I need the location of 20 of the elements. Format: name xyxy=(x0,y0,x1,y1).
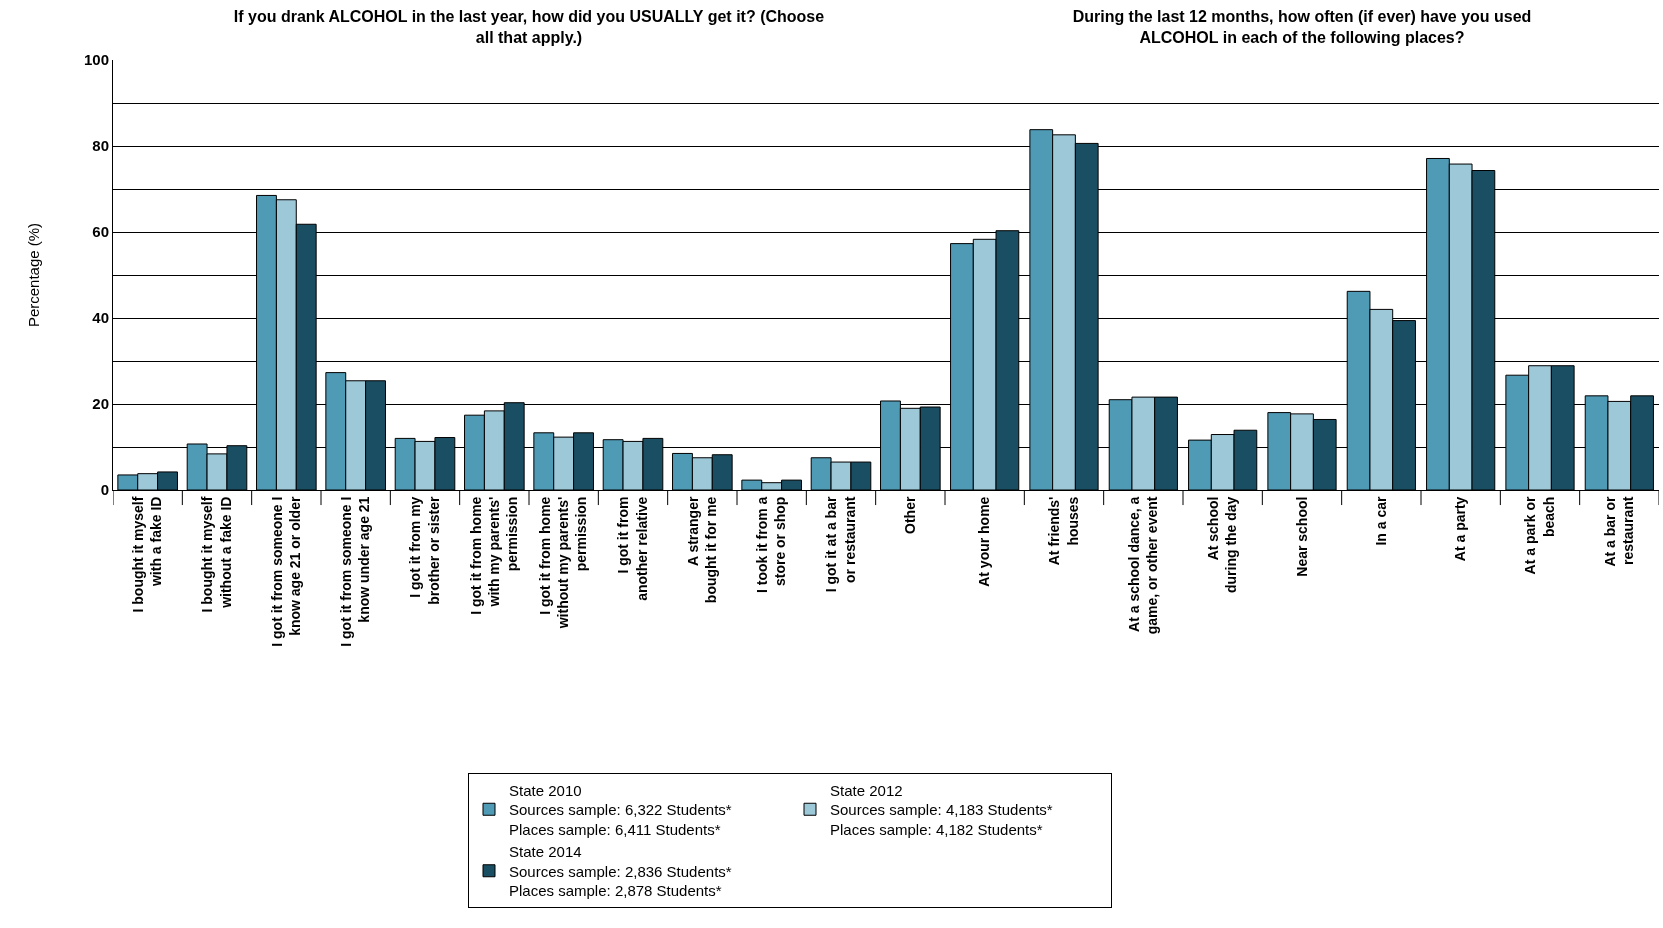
y-tick-label: 20 xyxy=(92,395,109,413)
x-tick-label: At friends' houses xyxy=(1046,496,1081,566)
legend-label: State 2014 Sources sample: 2,836 Students* Places sample: 2,878 Students* xyxy=(509,843,732,900)
x-tick-label: In a car xyxy=(1372,496,1389,546)
x-tick-label: Near school xyxy=(1293,496,1310,577)
legend-label: State 2010 Sources sample: 6,322 Students* Places sample: 6,411 Students* xyxy=(509,781,732,838)
y-tick-label: 100 xyxy=(83,51,109,69)
chart-title: If you drank ALCOHOL in the last year, how did you USUALLY get it? (Choose all that apply.) xyxy=(233,8,825,46)
x-tick-label: Other xyxy=(901,496,918,534)
y-tick-label: 60 xyxy=(92,223,109,241)
chart-title: During the last 12 months, how often (if ever) have you used ALCOHOL in each of the following places? xyxy=(1072,8,1532,46)
x-tick-label: At a party xyxy=(1452,496,1469,562)
y-axis-title: Percentage (%) xyxy=(25,222,43,328)
y-tick-label: 80 xyxy=(92,137,109,155)
legend-label: State 2012 Sources sample: 4,183 Students* Places sample: 4,182 Students* xyxy=(830,781,1053,838)
x-tick-label: At your home xyxy=(976,496,993,587)
x-tick-label: At a park or beach xyxy=(1522,496,1557,575)
y-tick-label: 0 xyxy=(100,481,109,499)
x-tick-label: I bought it myself with a fake ID xyxy=(130,496,165,613)
y-tick-label: 40 xyxy=(92,309,109,327)
